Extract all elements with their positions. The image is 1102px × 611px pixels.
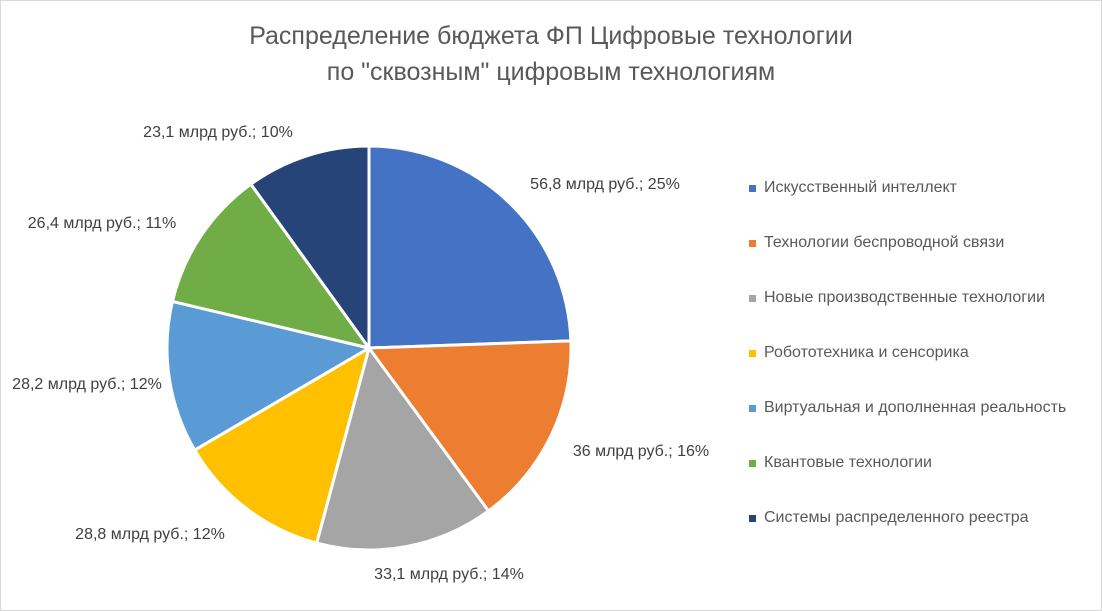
legend-label: Искусственный интеллект bbox=[764, 179, 957, 196]
legend-swatch bbox=[749, 405, 756, 412]
legend-swatch bbox=[749, 460, 756, 467]
data-label-1: 56,8 млрд руб.; 25% bbox=[530, 176, 680, 193]
pie-slice-1 bbox=[367, 144, 573, 350]
legend-label: Виртуальная и дополненная реальность bbox=[764, 399, 1067, 416]
legend-item-6: Квантовые технологии bbox=[749, 450, 1099, 505]
legend-label: Системы распределенного реестра bbox=[764, 509, 1029, 526]
chart-title-line-2: по "сквозным" цифровым технологиям bbox=[326, 58, 776, 86]
legend-item-3: Новые производственные технологии bbox=[749, 285, 1099, 340]
data-label-4: 28,8 млрд руб.; 12% bbox=[75, 526, 225, 543]
legend-item-4: Робототехника и сенсорика bbox=[749, 340, 1099, 395]
pie-slice-7 bbox=[249, 144, 371, 350]
pie-slice-4 bbox=[193, 346, 371, 545]
legend-item-1: Искусственный интеллект bbox=[749, 175, 1099, 230]
pie-slice-3 bbox=[315, 346, 490, 552]
legend-label: Новые производственные технологии bbox=[764, 289, 1045, 306]
pie-slice-6 bbox=[170, 182, 371, 350]
legend-label: Квантовые технологии bbox=[764, 454, 932, 471]
legend-swatch bbox=[749, 185, 756, 192]
pie-slice-5 bbox=[165, 299, 371, 452]
legend-swatch bbox=[749, 515, 756, 522]
legend-label: Технологии беспроводной связи bbox=[764, 234, 1005, 251]
data-label-2: 36 млрд руб.; 16% bbox=[573, 443, 709, 460]
legend-item-5: Виртуальная и дополненная реальность bbox=[749, 395, 1099, 450]
data-labels: 56,8 млрд руб.; 25% 36 млрд руб.; 16% 33,1… bbox=[12, 124, 709, 583]
legend-item-7: Системы распределенного реестра bbox=[749, 505, 1099, 560]
data-label-5: 28,2 млрд руб.; 12% bbox=[12, 376, 162, 393]
pie-slice-2 bbox=[367, 339, 573, 513]
chart-title-line-1: Распределение бюджета ФП Цифровые технол… bbox=[249, 22, 853, 50]
chart-title: Распределение бюджета ФП Цифровые технол… bbox=[0, 18, 1102, 90]
legend-swatch bbox=[749, 295, 756, 302]
pie-slices bbox=[165, 144, 573, 552]
legend-item-2: Технологии беспроводной связи bbox=[749, 230, 1099, 285]
legend-swatch bbox=[749, 350, 756, 357]
data-label-7: 23,1 млрд руб.; 10% bbox=[143, 124, 293, 141]
legend-swatch bbox=[749, 240, 756, 247]
chart-legend: Искусственный интеллект Технологии беспро… bbox=[749, 175, 1099, 560]
legend-label: Робототехника и сенсорика bbox=[764, 344, 969, 361]
data-label-6: 26,4 млрд руб.; 11% bbox=[28, 215, 176, 232]
data-label-3: 33,1 млрд руб.; 14% bbox=[374, 566, 524, 583]
